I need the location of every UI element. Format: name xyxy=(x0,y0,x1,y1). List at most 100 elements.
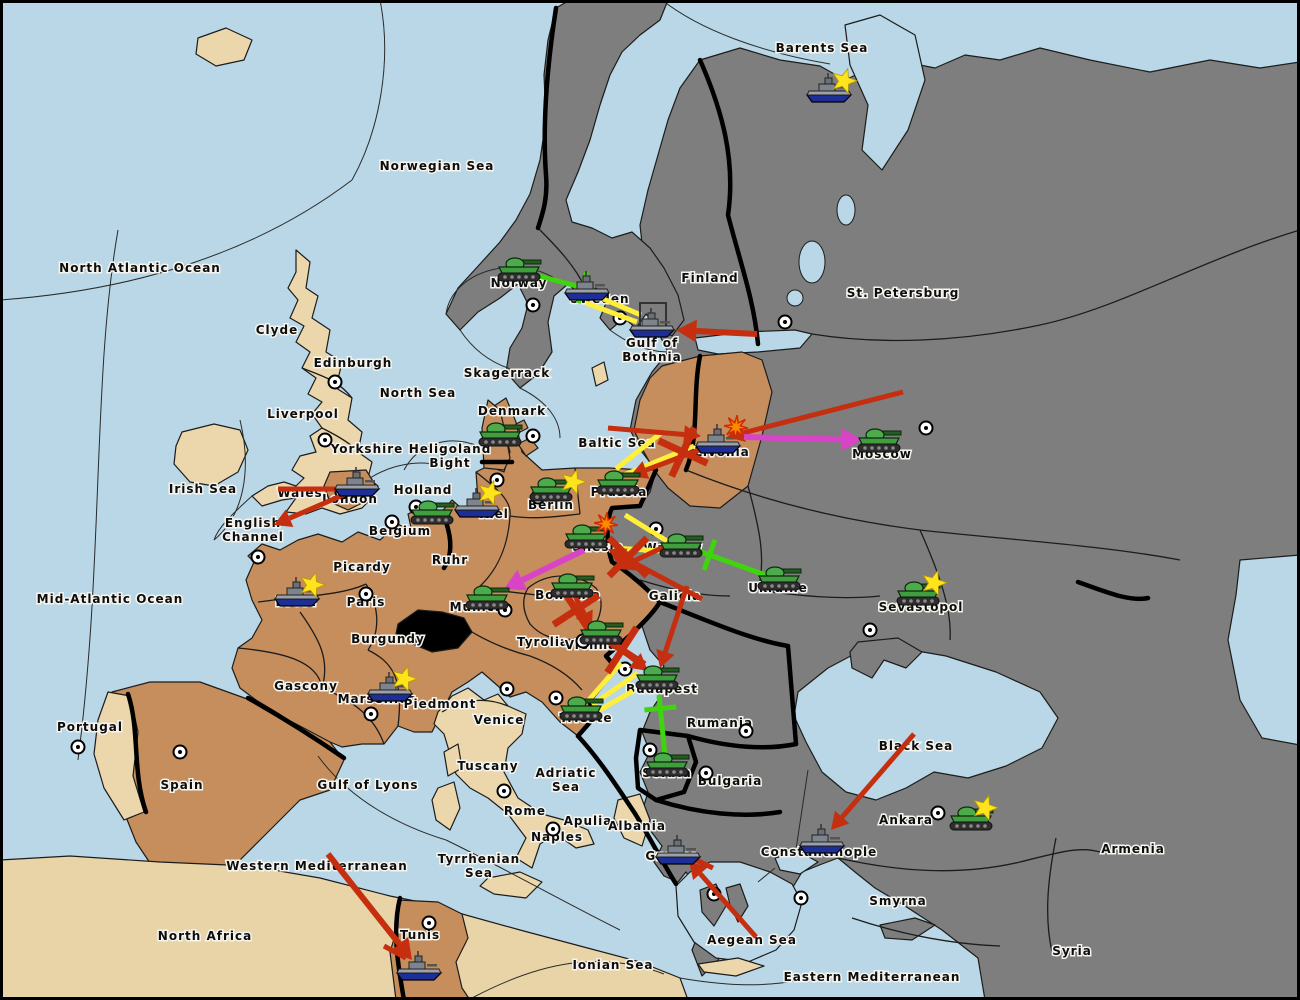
sea-label-text: North Sea xyxy=(380,386,457,400)
supply-center-dot xyxy=(70,739,86,755)
province-label-text: Yorkshire xyxy=(330,442,404,456)
sea-boundary-line xyxy=(317,755,447,841)
supply-center-dot xyxy=(738,723,754,739)
cut-x-stroke xyxy=(604,625,640,675)
province-label: Tyrolia xyxy=(517,635,569,649)
ireland xyxy=(173,423,249,487)
supply-center-core xyxy=(531,434,535,438)
sea-label-text: Ionian Sea xyxy=(572,958,653,972)
supply-center-dot xyxy=(317,432,333,448)
sea-label-text: Tyrrhenian xyxy=(438,852,520,866)
supply-center-dot xyxy=(777,314,793,330)
white-sea xyxy=(844,14,926,171)
sardinia xyxy=(431,781,461,831)
national-border xyxy=(245,695,347,761)
sea-boundary-line xyxy=(403,440,479,471)
sea-label-text: Gulf of Lyons xyxy=(317,778,418,792)
supply-center-dot xyxy=(327,374,343,390)
sea-label-text: Western Mediterranean xyxy=(226,859,408,873)
lake xyxy=(836,194,856,226)
province-label: Armenia xyxy=(1101,842,1165,856)
supply-center-core xyxy=(427,921,431,925)
province-border xyxy=(747,485,763,591)
sea-label: English Channel xyxy=(222,516,284,544)
cut-x-stroke xyxy=(606,535,650,579)
supply-center-core xyxy=(323,438,327,442)
province-label-text: Albania xyxy=(608,819,666,833)
sea-label: Ionian Sea xyxy=(572,958,653,972)
failed-move-arrow xyxy=(831,732,916,830)
sea-boundary-line xyxy=(757,867,776,883)
supply-center-core xyxy=(256,555,260,559)
province-label-text: Ruhr xyxy=(432,553,468,567)
supply-center-dot xyxy=(525,297,541,313)
sea-label-text: North Atlantic Ocean xyxy=(59,261,221,275)
sea-boundary-line xyxy=(459,329,539,375)
province-label: St. Petersburg xyxy=(847,286,960,300)
owned-supply-star xyxy=(973,794,1000,822)
failed-move-arrow-shaft xyxy=(742,389,904,436)
province-border xyxy=(321,427,359,453)
province-label-text: Smyrna xyxy=(869,894,927,908)
province-border xyxy=(367,649,401,727)
support-order-line xyxy=(614,431,663,471)
province-label: Ankara xyxy=(879,813,933,827)
star-icon xyxy=(478,479,505,507)
province-label-text: St. Petersburg xyxy=(847,286,960,300)
sea-boundary-line xyxy=(519,387,561,439)
province-border xyxy=(919,529,951,641)
province-border xyxy=(237,647,323,689)
supply-center-dot xyxy=(525,428,541,444)
province-label-text: Spain xyxy=(161,778,204,792)
greek-finger-2 xyxy=(725,883,749,923)
failed-move-arrow-head xyxy=(676,319,697,343)
failed-move-arrow-shaft xyxy=(607,425,685,438)
sea-label: North Atlantic Ocean xyxy=(59,261,221,275)
sea-label: Skagerrack xyxy=(464,366,550,380)
support-order-line xyxy=(594,688,635,715)
province-label-text: Syria xyxy=(1052,944,1092,958)
province-label-text: Liverpool xyxy=(267,407,339,421)
support-order-line-shaft xyxy=(623,512,669,544)
sea-label: Western Mediterranean xyxy=(226,859,408,873)
province-label: Edinburgh xyxy=(314,356,393,370)
supply-center-core xyxy=(414,505,418,509)
sea-label: Baltic Sea xyxy=(578,436,655,450)
province-label: Piedmont xyxy=(404,697,477,711)
sea-label: Norwegian Sea xyxy=(380,159,495,173)
support-hold-order-line-holdbar xyxy=(644,704,677,713)
national-border xyxy=(125,691,149,815)
province-border xyxy=(477,515,511,589)
national-border xyxy=(653,797,783,817)
cut-x-mark xyxy=(657,426,709,478)
failed-move-arrow-shaft xyxy=(325,852,402,946)
sea-label-text: Mid-Atlantic Ocean xyxy=(37,592,184,606)
sea-boundary-line xyxy=(213,495,253,541)
support-hold-order-line-shaft xyxy=(656,694,668,757)
cut-x-stroke xyxy=(551,592,601,628)
province-label: Naples xyxy=(531,830,583,844)
failed-move-arrow xyxy=(676,319,758,343)
support-order-line-shaft xyxy=(586,661,623,703)
supply-center-core xyxy=(799,896,803,900)
supply-center-dot xyxy=(363,706,379,722)
province-label-text: Venice xyxy=(474,713,525,727)
dislodge-blast-marker xyxy=(593,511,619,537)
province-border xyxy=(757,589,881,599)
sea-label-text: Aegean Sea xyxy=(707,933,797,947)
province-border xyxy=(837,848,1101,872)
albania xyxy=(613,793,651,847)
support-order-line xyxy=(623,512,669,544)
supply-center-core xyxy=(936,811,940,815)
province-label: Picardy xyxy=(333,560,390,574)
province-label-text: Edinburgh xyxy=(314,356,393,370)
province-label: Rumania xyxy=(687,716,753,730)
failed-move-arrow-head xyxy=(689,861,708,881)
supply-center-dot xyxy=(172,744,188,760)
province-label-text: Belgium xyxy=(369,524,431,538)
owned-supply-star xyxy=(832,67,859,95)
support-hold-order-line-holdbar xyxy=(701,539,718,571)
owned-supply-star xyxy=(478,479,505,507)
province-border xyxy=(537,227,585,287)
sea-boundary-line xyxy=(794,769,809,857)
